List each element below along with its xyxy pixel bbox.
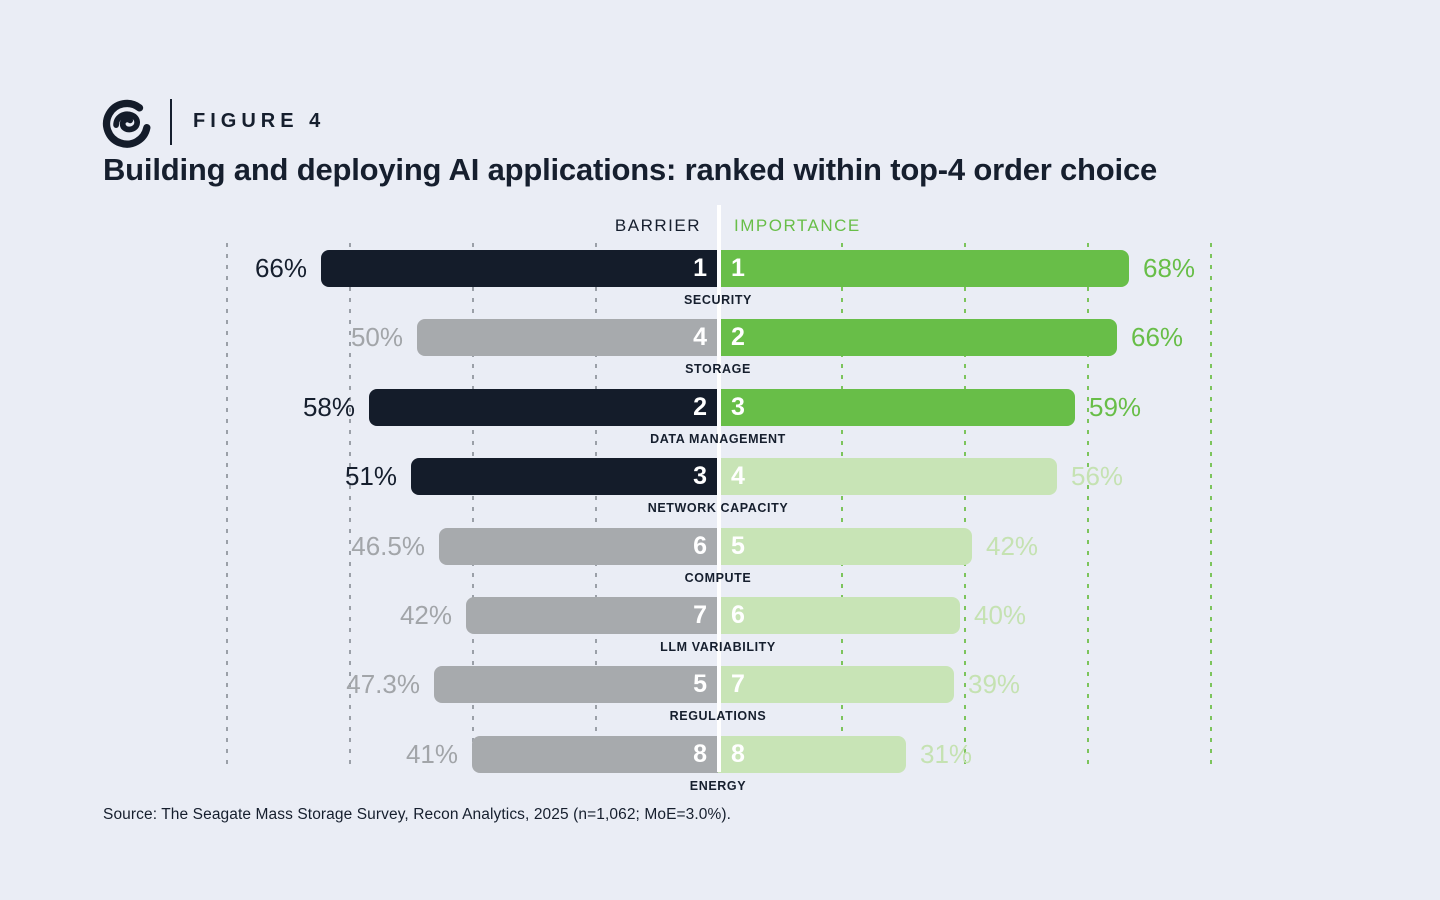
barrier-value-label: 58%	[302, 392, 355, 422]
page-title: Building and deploying AI applications: …	[103, 152, 1158, 187]
importance-bar: 3	[718, 389, 1075, 426]
barrier-rank-label: 8	[693, 740, 707, 768]
category-label: STORAGE	[685, 362, 751, 376]
header-divider	[170, 99, 172, 145]
chart-row: 7 42% 6 40% LLM VARIABILITY	[226, 597, 1212, 667]
importance-value-label: 42%	[986, 531, 1039, 561]
gridline	[349, 243, 351, 770]
importance-rank-label: 5	[731, 532, 745, 560]
category-label: NETWORK CAPACITY	[647, 501, 789, 515]
importance-value-label: 66%	[1131, 322, 1184, 352]
source-note: Source: The Seagate Mass Storage Survey,…	[103, 806, 732, 823]
importance-value-label: 40%	[974, 600, 1027, 630]
importance-bar: 4	[718, 458, 1057, 495]
barrier-rank-label: 7	[693, 601, 707, 629]
importance-rank-label: 7	[731, 670, 745, 698]
gridline	[595, 243, 597, 770]
gridline	[1210, 243, 1212, 770]
barrier-column-header: BARRIER	[614, 216, 701, 235]
importance-bar: 2	[718, 319, 1117, 356]
importance-column-header: IMPORTANCE	[734, 216, 861, 235]
seagate-logo-icon	[103, 99, 151, 148]
category-label: SECURITY	[683, 293, 753, 307]
gridline	[226, 243, 228, 770]
center-divider-line	[717, 205, 721, 772]
chart-row: 3 51% 4 56% NETWORK CAPACITY	[226, 458, 1212, 528]
barrier-value-label: 41%	[405, 739, 458, 769]
figure-label: FIGURE 4	[193, 110, 326, 132]
barrier-rank-label: 3	[693, 462, 707, 490]
barrier-rank-label: 1	[693, 254, 707, 282]
importance-bar: 1	[718, 250, 1129, 287]
chart-row: 8 41% 8 31% ENERGY	[226, 736, 1212, 806]
importance-bar: 7	[718, 666, 954, 703]
importance-rank-label: 3	[731, 393, 745, 421]
category-label: REGULATIONS	[669, 709, 767, 723]
barrier-value-label: 66%	[254, 253, 307, 283]
chart-row: 5 47.3% 7 39% REGULATIONS	[226, 666, 1212, 736]
barrier-bar: 2	[369, 389, 720, 426]
barrier-bar: 3	[411, 458, 720, 495]
importance-value-label: 56%	[1071, 461, 1124, 491]
barrier-value-label: 51%	[344, 461, 397, 491]
chart-row: 4 50% 2 66% STORAGE	[226, 319, 1212, 389]
importance-rank-label: 6	[731, 601, 745, 629]
chart-row: 2 58% 3 59% DATA MANAGEMENT	[226, 389, 1212, 459]
barrier-value-label: 42%	[399, 600, 452, 630]
importance-rank-label: 4	[731, 462, 745, 490]
barrier-bar: 1	[321, 250, 720, 287]
chart-row: 6 46.5% 5 42% COMPUTE	[226, 528, 1212, 598]
gridline	[1087, 243, 1089, 770]
category-label: LLM VARIABILITY	[660, 640, 776, 654]
gridline	[472, 243, 474, 770]
barrier-value-label: 47.3%	[346, 669, 420, 699]
importance-rank-label: 1	[731, 254, 745, 282]
barrier-rank-label: 5	[693, 670, 707, 698]
importance-value-label: 39%	[968, 669, 1021, 699]
importance-value-label: 31%	[920, 739, 973, 769]
barrier-bar: 5	[434, 666, 720, 703]
importance-rank-label: 8	[731, 740, 745, 768]
barrier-bar: 6	[439, 528, 720, 565]
gridline	[964, 243, 966, 770]
barrier-bar: 8	[472, 736, 720, 773]
gridline	[841, 243, 843, 770]
importance-value-label: 68%	[1143, 253, 1196, 283]
barrier-rank-label: 2	[693, 393, 707, 421]
barrier-value-label: 46.5%	[351, 531, 425, 561]
category-label: DATA MANAGEMENT	[650, 432, 786, 446]
importance-rank-label: 2	[731, 323, 745, 351]
importance-bar: 8	[718, 736, 906, 773]
chart-row: 1 66% 1 68% SECURITY	[226, 250, 1212, 320]
barrier-rank-label: 4	[693, 323, 707, 351]
importance-bar: 5	[718, 528, 972, 565]
category-label: COMPUTE	[684, 571, 752, 585]
importance-bar: 6	[718, 597, 960, 634]
barrier-rank-label: 6	[693, 532, 707, 560]
barrier-bar: 7	[466, 597, 720, 634]
barrier-bar: 4	[417, 319, 720, 356]
importance-value-label: 59%	[1089, 392, 1142, 422]
butterfly-chart: 1 66% 1 68% SECURITY 4 50% 2 66% STORAGE 2 58% 3 59% D…	[226, 243, 1212, 793]
barrier-value-label: 50%	[350, 322, 403, 352]
category-label: ENERGY	[689, 779, 747, 793]
